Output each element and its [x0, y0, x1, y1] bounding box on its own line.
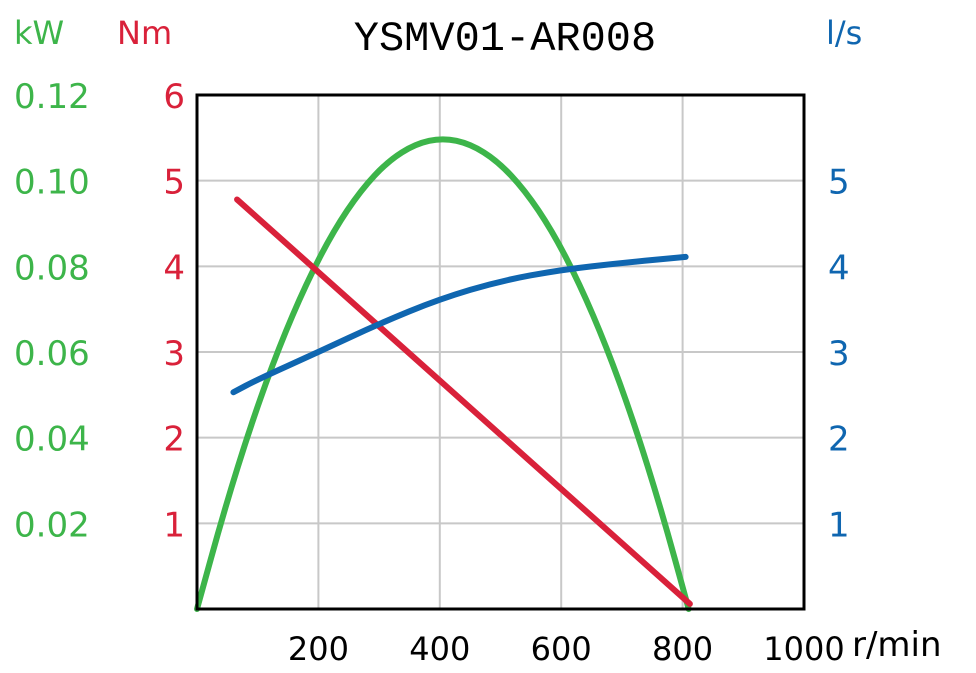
current-tick-label: 2 — [828, 420, 850, 460]
torque-tick-label: 2 — [163, 420, 185, 460]
torque-axis-label: Nm — [117, 14, 172, 52]
x-tick-label: 200 — [288, 630, 349, 668]
power-tick-label: 0.10 — [14, 163, 90, 203]
x-tick-label: 800 — [652, 630, 713, 668]
torque-line — [234, 196, 693, 607]
power-tick-label: 0.04 — [14, 420, 90, 460]
chart-title: YSMV01-AR008 — [354, 15, 656, 63]
power-tick-label: 0.02 — [14, 505, 90, 545]
current-tick-label: 5 — [828, 163, 850, 203]
power-axis-label: kW — [14, 14, 64, 52]
x-axis-label: r/min — [852, 625, 942, 665]
x-tick-label: 600 — [531, 630, 592, 668]
power-tick-label: 0.08 — [14, 248, 90, 288]
grid — [197, 95, 804, 609]
x-tick-label: 400 — [409, 630, 470, 668]
torque-tick-label: 4 — [163, 248, 185, 288]
torque-tick-label: 5 — [163, 163, 185, 203]
current-axis-label: l/s — [826, 14, 862, 52]
current-tick-label: 3 — [828, 334, 850, 374]
x-tick-label: 1000 — [763, 630, 844, 668]
power-tick-label: 0.06 — [14, 334, 90, 374]
labels: 200 400 600 800 1000 1 2 3 4 5 6 0.02 0.04 0.06 0.08 0.… — [14, 77, 850, 668]
current-tick-label: 1 — [828, 505, 850, 545]
torque-tick-label: 1 — [163, 505, 185, 545]
current-line — [230, 253, 689, 396]
series-group — [194, 136, 693, 612]
torque-tick-label: 3 — [163, 334, 185, 374]
current-tick-label: 4 — [828, 248, 850, 288]
power-line — [194, 136, 692, 612]
torque-tick-label: 6 — [163, 77, 185, 117]
power-tick-label: 0.12 — [14, 77, 90, 117]
plot-frame — [195, 93, 806, 611]
